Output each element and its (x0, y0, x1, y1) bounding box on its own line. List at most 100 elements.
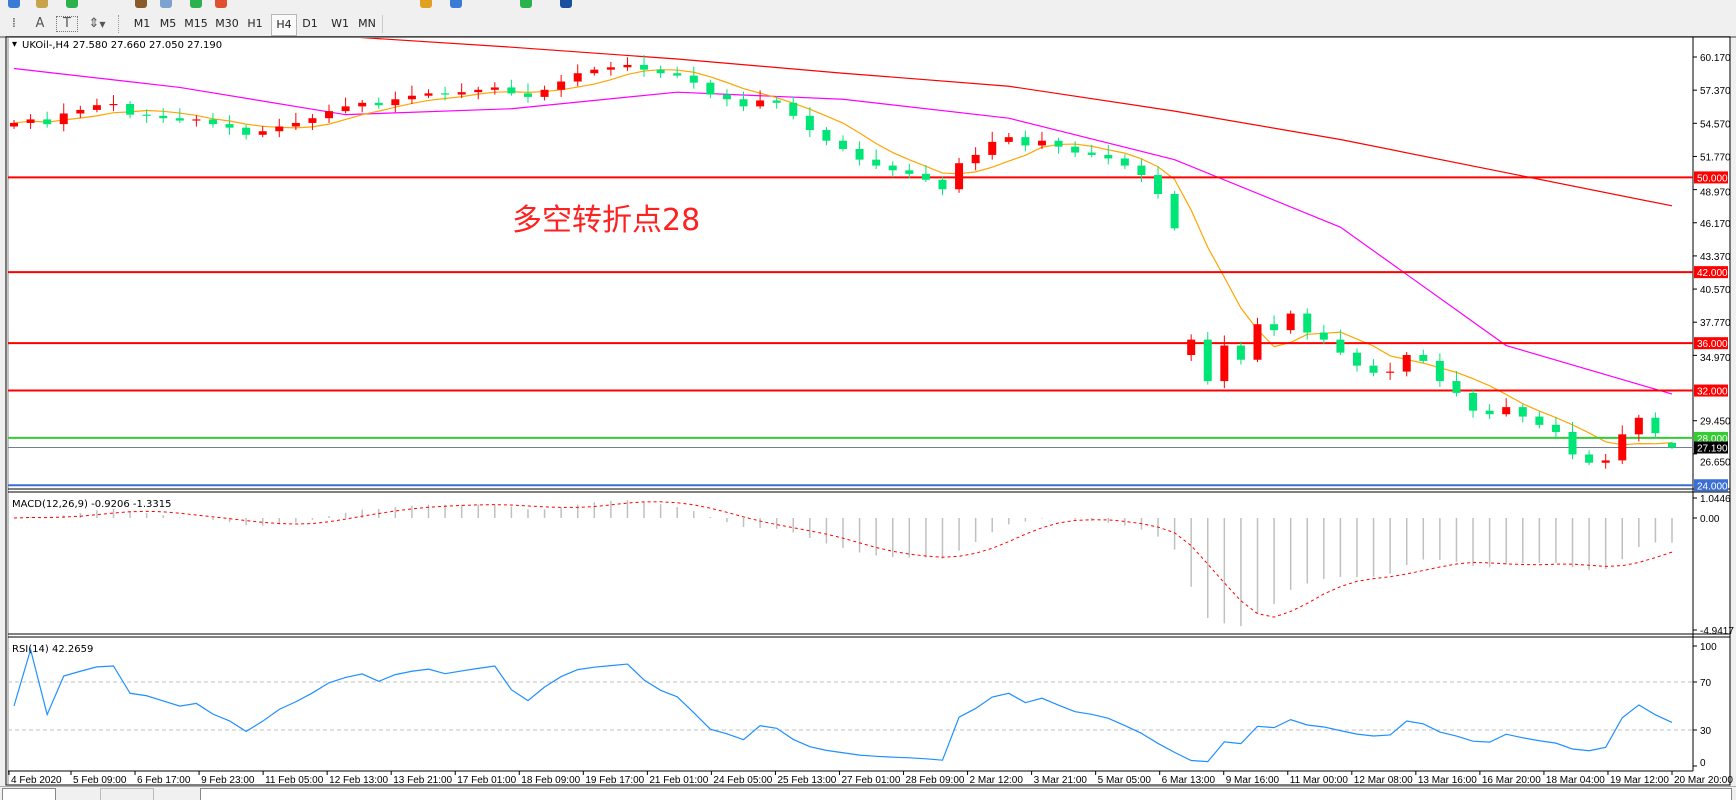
candle[interactable] (673, 66, 682, 78)
candle[interactable] (656, 65, 665, 78)
candle[interactable] (1203, 331, 1212, 385)
candle[interactable] (1336, 329, 1345, 356)
candle[interactable] (1485, 404, 1494, 419)
candle[interactable] (540, 85, 549, 101)
candle[interactable] (839, 135, 847, 152)
candle[interactable] (43, 111, 52, 128)
candle[interactable] (1004, 133, 1013, 145)
candle[interactable] (523, 83, 532, 103)
chart-annotation-text[interactable]: 多空转折点28 (512, 203, 700, 238)
candle[interactable] (208, 112, 217, 128)
candle[interactable] (1286, 310, 1295, 334)
candle[interactable] (424, 89, 433, 99)
candle[interactable] (225, 115, 234, 135)
candle[interactable] (1386, 362, 1395, 380)
toolbar-icon[interactable] (160, 0, 172, 8)
candle[interactable] (640, 54, 649, 77)
candle[interactable] (623, 57, 632, 71)
candle[interactable] (92, 98, 101, 113)
candle[interactable] (1601, 453, 1610, 469)
candle[interactable] (1021, 130, 1030, 152)
candle[interactable] (855, 141, 864, 166)
timeframe-w1[interactable]: W1 (331, 17, 349, 30)
candle[interactable] (1402, 352, 1411, 377)
candle[interactable] (308, 114, 317, 131)
candle[interactable] (1187, 334, 1196, 361)
candle[interactable] (109, 95, 118, 112)
candle[interactable] (1054, 137, 1063, 154)
toolbar-icon[interactable] (450, 0, 462, 8)
candle[interactable] (76, 105, 85, 119)
candle[interactable] (275, 118, 284, 138)
candle[interactable] (805, 106, 814, 138)
macd-panel[interactable]: 1.0446 0.00 -4.9417 (13, 494, 1734, 637)
candle[interactable] (971, 147, 980, 171)
candle[interactable] (1154, 166, 1163, 199)
candle[interactable] (59, 103, 68, 132)
candle[interactable] (1270, 315, 1279, 337)
candle[interactable] (474, 86, 483, 100)
candle[interactable] (1087, 144, 1096, 158)
candle[interactable] (242, 124, 251, 140)
candle[interactable] (988, 131, 997, 160)
candle[interactable] (1369, 359, 1378, 377)
candle[interactable] (772, 96, 781, 109)
candle[interactable] (938, 176, 947, 196)
timeframe-mn[interactable]: MN (358, 17, 376, 30)
candle[interactable] (175, 108, 184, 123)
candle[interactable] (1551, 417, 1560, 440)
candle[interactable] (490, 82, 499, 95)
candle[interactable] (1618, 425, 1627, 464)
candle[interactable] (1037, 131, 1046, 149)
candle[interactable] (142, 109, 151, 123)
candle[interactable] (358, 99, 367, 113)
candle[interactable] (1137, 159, 1146, 183)
candle[interactable] (1452, 370, 1461, 397)
candle[interactable] (341, 97, 350, 114)
candle[interactable] (1319, 324, 1328, 345)
toolbar-icon[interactable] (215, 0, 227, 8)
candle[interactable] (441, 86, 450, 101)
candle[interactable] (374, 97, 383, 109)
timeframe-h4[interactable]: H4 (271, 14, 297, 36)
candle[interactable] (192, 115, 201, 127)
period-separators-icon[interactable]: ⁞ (11, 16, 17, 31)
arrows-dropdown-button[interactable]: ⇕▼ (84, 15, 110, 33)
candle[interactable] (1352, 348, 1361, 372)
candle[interactable] (722, 89, 731, 107)
candle[interactable] (1469, 388, 1478, 418)
candle[interactable] (955, 157, 964, 193)
candle[interactable] (1104, 144, 1113, 165)
candle[interactable] (739, 91, 748, 112)
toolbar-icon[interactable] (420, 0, 432, 8)
candle[interactable] (391, 91, 400, 113)
candle[interactable] (888, 161, 897, 178)
main-price-panel[interactable]: 60.170 57.370 54.570 51.770 48.970 46.170 43.3… (8, 15, 1731, 492)
candle[interactable] (756, 90, 765, 109)
timeframe-m1[interactable]: M1 (133, 17, 151, 30)
candle[interactable] (126, 101, 135, 119)
candle[interactable] (789, 96, 798, 120)
candle[interactable] (26, 114, 35, 129)
candle[interactable] (1170, 191, 1179, 231)
timeframe-d1[interactable]: D1 (302, 17, 318, 30)
candle[interactable] (706, 79, 715, 99)
candle[interactable] (159, 108, 168, 123)
candle[interactable] (10, 119, 18, 129)
candle[interactable] (905, 163, 914, 179)
text-label-icon[interactable]: T (56, 16, 78, 32)
timeframe-h1[interactable]: H1 (247, 17, 263, 30)
candle[interactable] (1419, 349, 1428, 364)
candle[interactable] (507, 79, 516, 96)
candle[interactable] (921, 164, 930, 183)
candle[interactable] (1651, 412, 1660, 438)
candle[interactable] (1502, 398, 1511, 417)
chart-tab[interactable] (200, 788, 1732, 800)
candle[interactable] (258, 125, 267, 138)
candle[interactable] (1585, 450, 1594, 466)
candle[interactable] (1071, 141, 1080, 158)
candle[interactable] (1435, 353, 1444, 387)
chart-menu-arrow-icon[interactable]: ▾ (12, 39, 17, 50)
toolbar-icon[interactable] (8, 0, 20, 8)
